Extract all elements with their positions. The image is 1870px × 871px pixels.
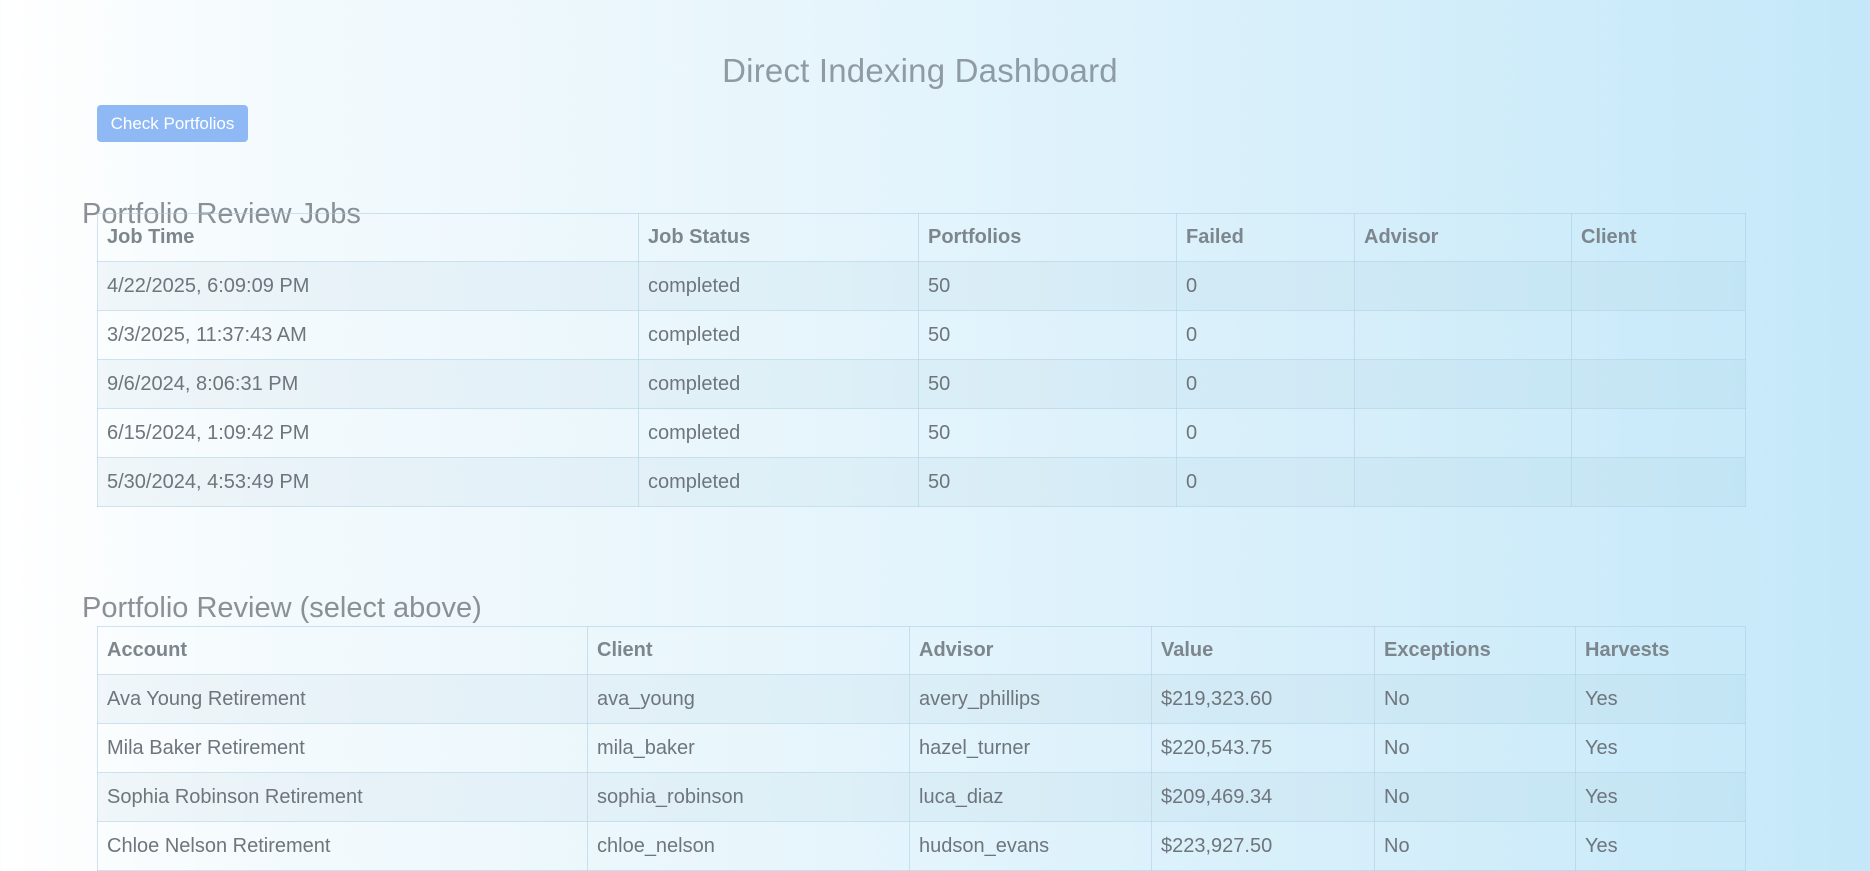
- jobs-table: Job Time Job Status Portfolios Failed Ad…: [97, 213, 1746, 507]
- client-cell: chloe_nelson: [587, 821, 910, 871]
- job-failed-cell: 0: [1176, 408, 1355, 458]
- column-header-failed[interactable]: Failed: [1176, 213, 1355, 262]
- job-client-cell: [1571, 359, 1746, 409]
- value-cell: $209,469.34: [1151, 772, 1375, 822]
- job-failed-cell: 0: [1176, 310, 1355, 360]
- job-client-cell: [1571, 408, 1746, 458]
- column-header-exceptions[interactable]: Exceptions: [1374, 626, 1576, 675]
- client-cell: mila_baker: [587, 723, 910, 773]
- column-header-account[interactable]: Account: [97, 626, 588, 675]
- column-header-job-time[interactable]: Job Time: [97, 213, 639, 262]
- job-client-cell: [1571, 457, 1746, 507]
- column-header-value[interactable]: Value: [1151, 626, 1375, 675]
- job-time-cell: 6/15/2024, 1:09:42 PM: [97, 408, 639, 458]
- review-section-title: Portfolio Review (select above): [82, 592, 482, 625]
- job-time-cell: 5/30/2024, 4:53:49 PM: [97, 457, 639, 507]
- harvests-cell: Yes: [1575, 772, 1746, 822]
- exceptions-cell: No: [1374, 772, 1576, 822]
- value-cell: $220,543.75: [1151, 723, 1375, 773]
- check-portfolios-button[interactable]: Check Portfolios: [97, 105, 248, 142]
- column-header-job-status[interactable]: Job Status: [638, 213, 919, 262]
- job-status-cell: completed: [638, 310, 919, 360]
- account-cell: Mila Baker Retirement: [97, 723, 588, 773]
- exceptions-cell: No: [1374, 821, 1576, 871]
- job-row[interactable]: 3/3/2025, 11:37:43 AM completed 50 0: [97, 310, 1746, 360]
- job-status-cell: completed: [638, 359, 919, 409]
- job-portfolios-cell: 50: [918, 457, 1177, 507]
- value-cell: $219,323.60: [1151, 674, 1375, 724]
- harvests-cell: Yes: [1575, 674, 1746, 724]
- job-status-cell: completed: [638, 408, 919, 458]
- review-table: Account Client Advisor Value Exceptions …: [97, 626, 1746, 871]
- job-status-cell: completed: [638, 261, 919, 311]
- harvests-cell: Yes: [1575, 821, 1746, 871]
- harvests-cell: Yes: [1575, 723, 1746, 773]
- column-header-advisor[interactable]: Advisor: [1354, 213, 1572, 262]
- job-portfolios-cell: 50: [918, 359, 1177, 409]
- page-title: Direct Indexing Dashboard: [722, 52, 1118, 90]
- job-time-cell: 4/22/2025, 6:09:09 PM: [97, 261, 639, 311]
- advisor-cell: hazel_turner: [909, 723, 1152, 773]
- advisor-cell: hudson_evans: [909, 821, 1152, 871]
- column-header-advisor[interactable]: Advisor: [909, 626, 1152, 675]
- job-advisor-cell: [1354, 408, 1572, 458]
- job-advisor-cell: [1354, 261, 1572, 311]
- job-client-cell: [1571, 261, 1746, 311]
- job-failed-cell: 0: [1176, 359, 1355, 409]
- review-row[interactable]: Mila Baker Retirement mila_baker hazel_t…: [97, 723, 1746, 773]
- column-header-harvests[interactable]: Harvests: [1575, 626, 1746, 675]
- column-header-client[interactable]: Client: [1571, 213, 1746, 262]
- account-cell: Chloe Nelson Retirement: [97, 821, 588, 871]
- review-header-row: Account Client Advisor Value Exceptions …: [97, 626, 1746, 675]
- job-row[interactable]: 6/15/2024, 1:09:42 PM completed 50 0: [97, 408, 1746, 458]
- jobs-header-row: Job Time Job Status Portfolios Failed Ad…: [97, 213, 1746, 262]
- column-header-client[interactable]: Client: [587, 626, 910, 675]
- advisor-cell: luca_diaz: [909, 772, 1152, 822]
- job-failed-cell: 0: [1176, 457, 1355, 507]
- job-row[interactable]: 4/22/2025, 6:09:09 PM completed 50 0: [97, 261, 1746, 311]
- job-time-cell: 9/6/2024, 8:06:31 PM: [97, 359, 639, 409]
- client-cell: sophia_robinson: [587, 772, 910, 822]
- advisor-cell: avery_phillips: [909, 674, 1152, 724]
- client-cell: ava_young: [587, 674, 910, 724]
- job-row[interactable]: 5/30/2024, 4:53:49 PM completed 50 0: [97, 457, 1746, 507]
- job-client-cell: [1571, 310, 1746, 360]
- review-row[interactable]: Ava Young Retirement ava_young avery_phi…: [97, 674, 1746, 724]
- job-failed-cell: 0: [1176, 261, 1355, 311]
- exceptions-cell: No: [1374, 723, 1576, 773]
- account-cell: Ava Young Retirement: [97, 674, 588, 724]
- value-cell: $223,927.50: [1151, 821, 1375, 871]
- job-advisor-cell: [1354, 310, 1572, 360]
- job-time-cell: 3/3/2025, 11:37:43 AM: [97, 310, 639, 360]
- job-status-cell: completed: [638, 457, 919, 507]
- job-portfolios-cell: 50: [918, 408, 1177, 458]
- job-row[interactable]: 9/6/2024, 8:06:31 PM completed 50 0: [97, 359, 1746, 409]
- account-cell: Sophia Robinson Retirement: [97, 772, 588, 822]
- exceptions-cell: No: [1374, 674, 1576, 724]
- review-row[interactable]: Chloe Nelson Retirement chloe_nelson hud…: [97, 821, 1746, 871]
- job-portfolios-cell: 50: [918, 261, 1177, 311]
- job-portfolios-cell: 50: [918, 310, 1177, 360]
- job-advisor-cell: [1354, 359, 1572, 409]
- column-header-portfolios[interactable]: Portfolios: [918, 213, 1177, 262]
- review-row[interactable]: Sophia Robinson Retirement sophia_robins…: [97, 772, 1746, 822]
- job-advisor-cell: [1354, 457, 1572, 507]
